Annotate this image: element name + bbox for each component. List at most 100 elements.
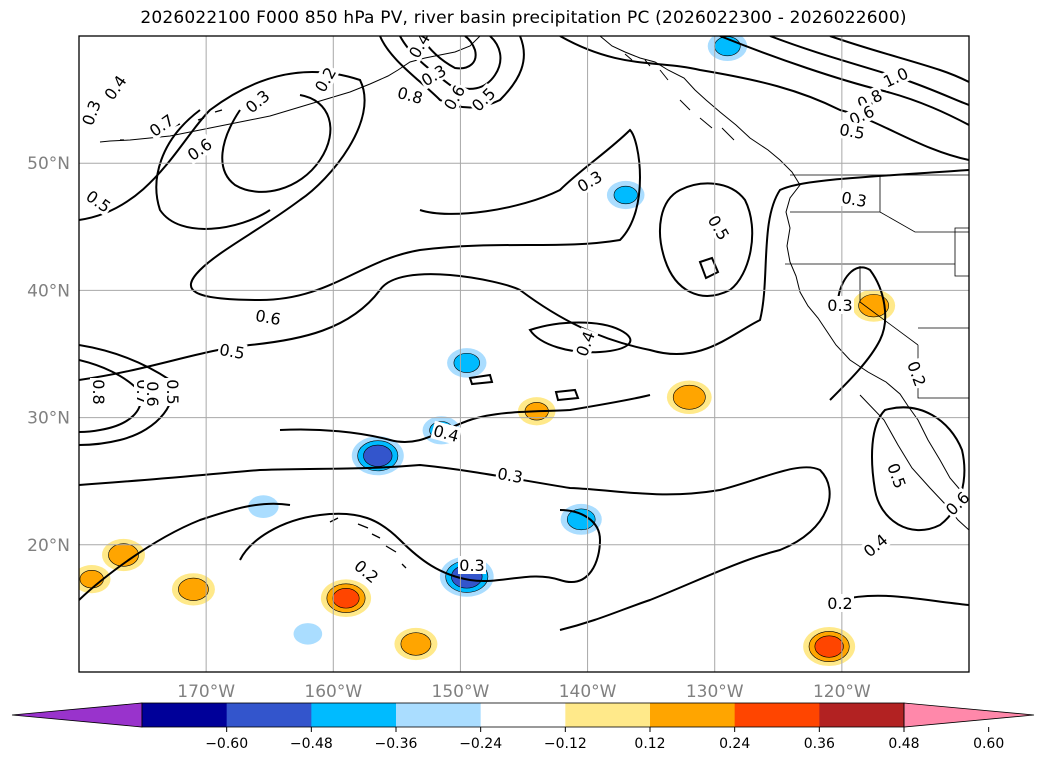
contour-label-bg [394,82,427,108]
colorbar-tick-label: −0.12 [544,736,587,752]
pv-contour [528,321,632,354]
contour-label: 0.2 [826,594,854,613]
coastline [859,394,969,531]
contour-label-text: 0.5 [218,340,246,363]
colorbar-tick-label: −0.48 [290,736,333,752]
pv-contour [559,36,969,161]
contour-label-bg [252,305,284,329]
longitude-label: 140°W [559,682,617,702]
pv-contour [829,266,887,401]
contour-label: 0.3 [494,463,526,487]
contour-label: 0.5 [163,378,182,406]
positive-precip-anomaly [852,289,896,322]
precip-level-patch [453,352,480,373]
contour-label-bg [941,487,969,520]
positive-precip-anomaly [803,627,856,667]
pv-contour [698,256,720,280]
colorbar-tick-label: −0.36 [375,736,418,752]
contour-label-bg [81,185,116,217]
contour-label-text: 0.3 [827,296,852,315]
contour-label-bg [571,327,599,360]
contour-label-bg [90,378,108,406]
coastline [99,36,481,143]
latitude-label: 20°N [27,536,70,556]
colorbar-tick-label: 0.48 [888,736,919,752]
pv-contour [279,394,651,443]
pv-contour [829,36,969,83]
contour-label-bg [79,96,105,129]
contour-label: 0.3 [458,556,486,575]
colorbar-tick-label: 0.12 [634,736,665,752]
contour-label-bg [99,70,131,105]
colorbar-tick-label: 0.36 [804,736,835,752]
contour-label: 0.8 [394,82,427,108]
coastline [599,36,969,501]
pv-contour [79,71,641,302]
colorbar-tick-label: −0.24 [459,736,502,752]
pv-contour [79,359,142,433]
contour-label: 0.3 [838,187,870,211]
plot-frame [78,35,970,673]
contour-label-bg [879,63,913,92]
latitude-label: 30°N [27,409,70,429]
contour-label: 0.3 [79,96,105,129]
positive-precip-anomaly [394,627,438,661]
contour-label: 0.6 [252,305,284,329]
contour-label-bg [836,119,868,143]
contour-label-bg [144,380,162,408]
contour-label-bg [430,420,463,446]
colorbar-segment [396,703,482,727]
longitude-label: 120°W [813,682,871,702]
precip-level-patch [79,570,104,589]
pv-contour [871,406,966,531]
colorbar-segment [142,703,228,727]
pv-contour [379,36,525,109]
contour-label-text: 0.6 [143,381,162,406]
pv-contour [419,36,477,70]
contour-label-bg [182,133,217,165]
colorbar-extend-low [11,702,143,728]
contour-label-bg [467,83,500,116]
contour-label-text: 0.5 [838,120,866,143]
contour-label-text: 0.6 [254,306,282,329]
latitude-label: 50°N [27,154,70,174]
contour-label-text: 0.2 [827,594,852,613]
positive-precip-anomaly [666,380,712,415]
colorbar-segment [480,703,566,727]
latitude-label: 40°N [27,281,70,301]
precip-level-patch [858,294,889,318]
colorbar-tick-label: 0.24 [719,736,750,752]
colorbar-extend-high [903,702,1035,728]
contour-label-bg [240,85,274,118]
precip-level-patch [566,508,596,531]
pv-contour-layer [79,36,969,631]
contour-label-bg [903,357,931,390]
colorbar-tick-label: 0.60 [973,736,1004,752]
colorbar-segment [565,703,651,727]
contour-label-bg [838,187,870,211]
precip-level-patch [363,444,393,467]
positive-precip-anomaly [102,538,145,572]
contour-label-bg [458,556,486,574]
contour-label: 0.4 [571,327,599,360]
contour-label: 0.5 [216,339,248,363]
positive-precip-anomaly [171,573,215,606]
contour-label: 0.6 [143,380,162,408]
contour-label-bg [310,62,340,97]
contour-label: 0.2 [903,357,931,390]
positive-precip-anomaly [320,579,372,618]
state-border [785,174,969,399]
contour-label-text: 0.8 [89,379,108,404]
map-title: 2026022100 F000 850 hPa PV, river basin … [140,8,907,28]
pv-contour [79,502,291,601]
colorbar-segment [734,703,820,727]
precip-level-patch [400,632,432,656]
longitude-label: 160°W [304,682,362,702]
contour-label-bg [416,60,451,90]
contour-label-bg [404,36,434,63]
colorbar-outline [141,702,905,728]
colorbar-segment [226,703,312,727]
pv-contour [719,36,969,126]
precip-level-patch [108,543,139,567]
